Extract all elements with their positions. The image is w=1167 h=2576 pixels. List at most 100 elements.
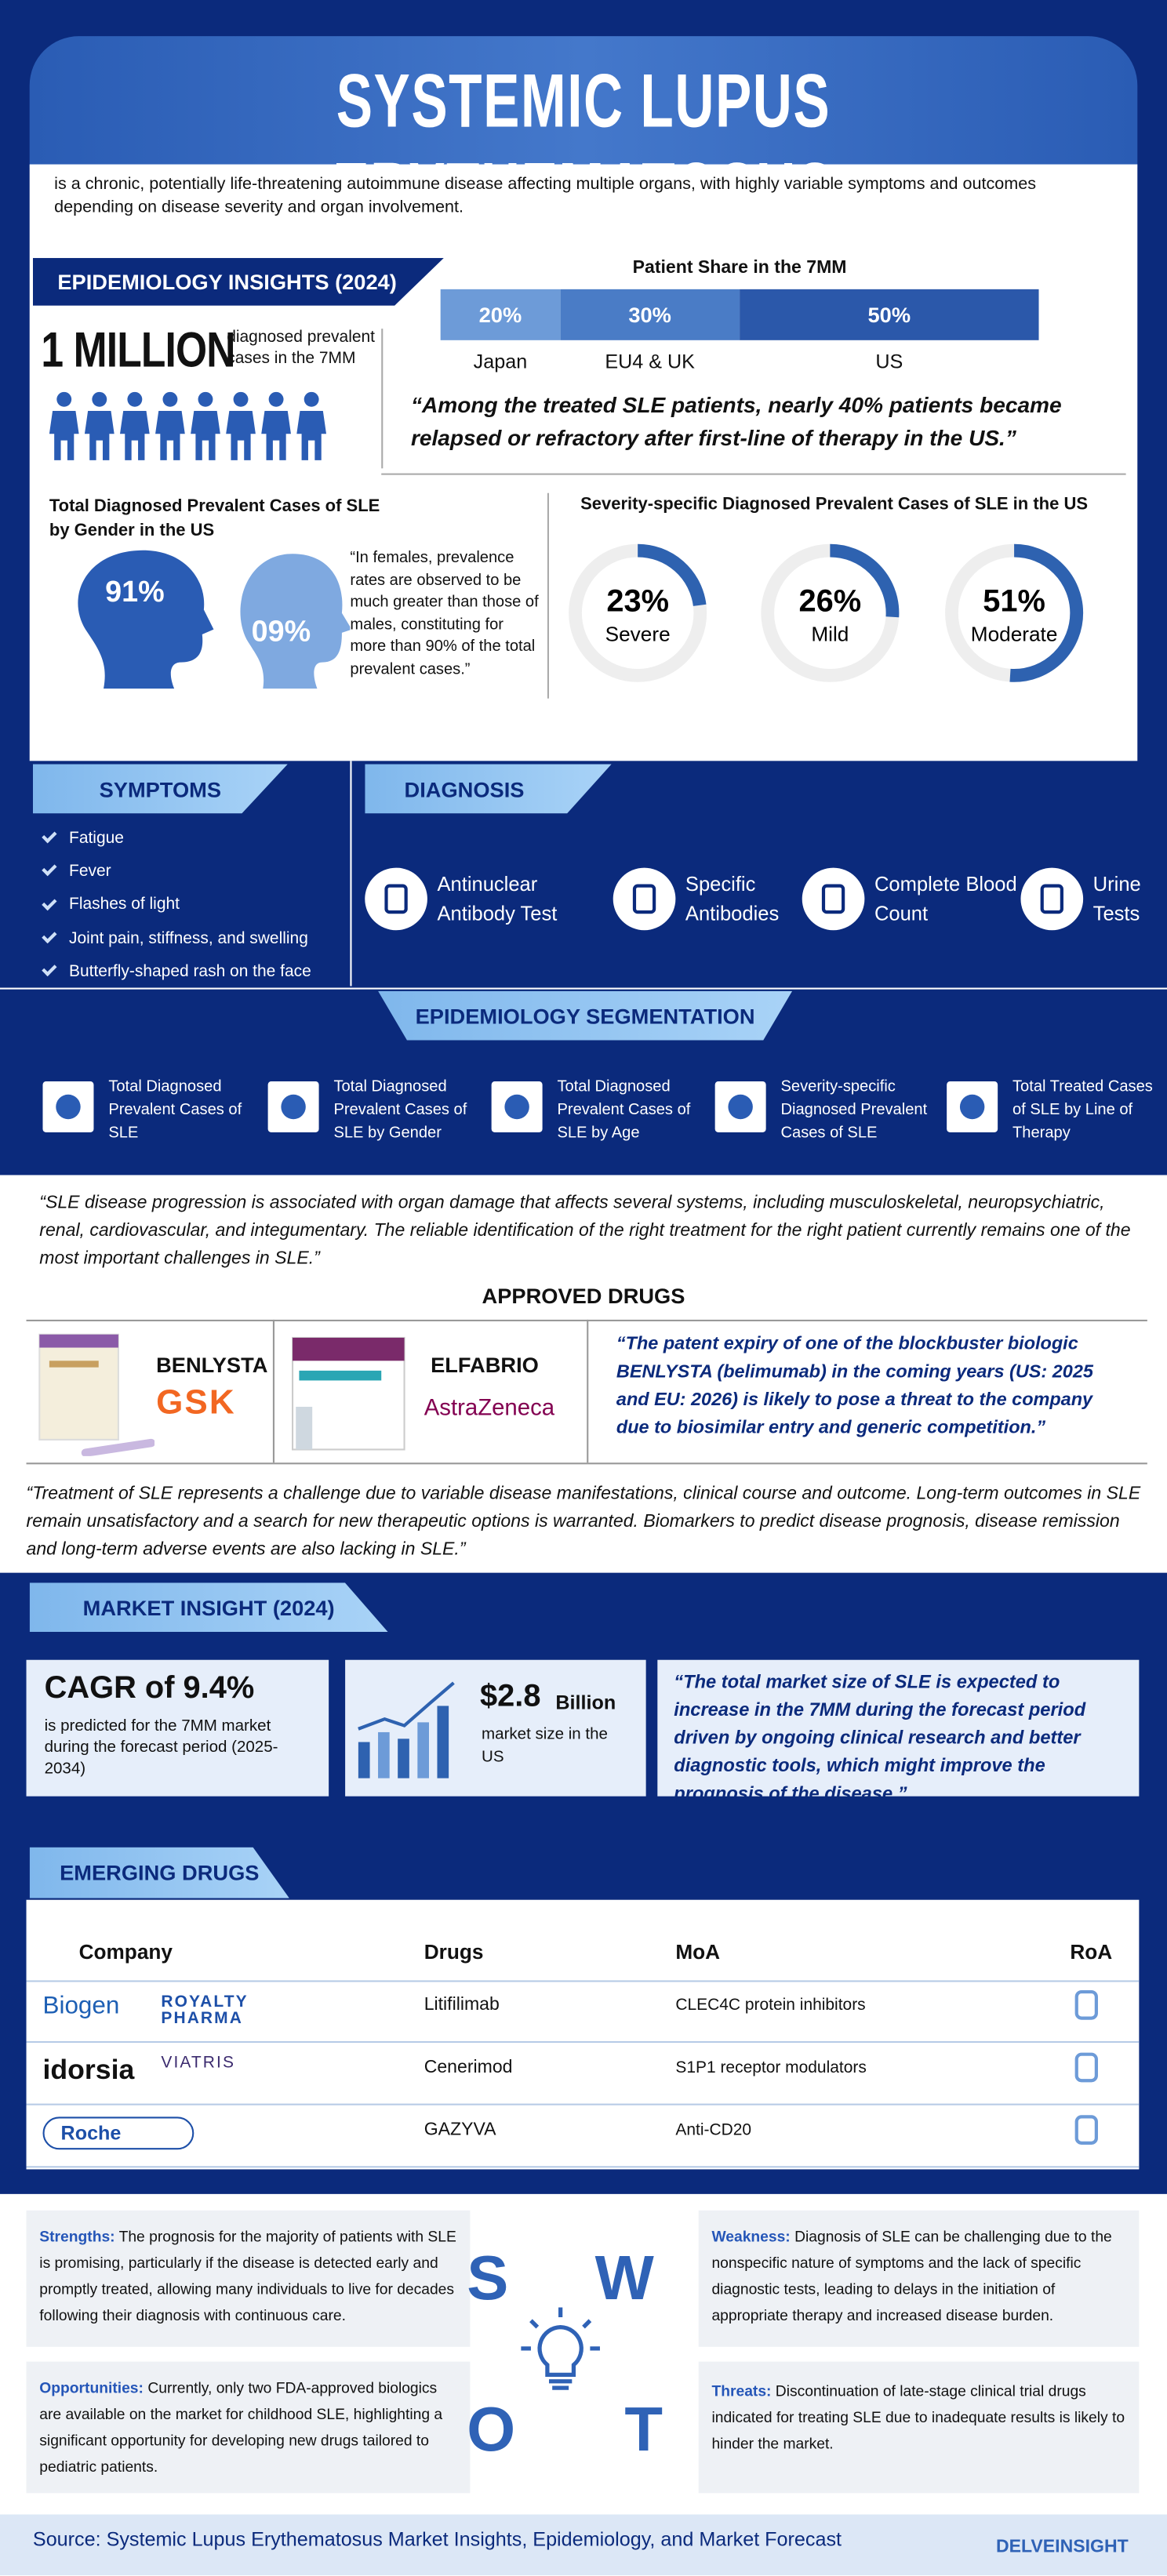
person-body bbox=[49, 410, 79, 460]
person-icon bbox=[226, 391, 256, 460]
symptom-text: Fever bbox=[69, 863, 111, 881]
ring-value: 51% bbox=[983, 584, 1045, 619]
person-body bbox=[155, 410, 185, 460]
company-logo: idorsia bbox=[42, 2054, 135, 2086]
swot-letter: O bbox=[467, 2396, 516, 2465]
rect bbox=[417, 1722, 429, 1778]
divider bbox=[381, 473, 1126, 475]
symptom-text: Fatigue bbox=[69, 829, 124, 848]
icon-glyph bbox=[384, 884, 408, 914]
symptoms-list: Fatigue Fever Flashes of light Joint pain, … bbox=[39, 822, 351, 989]
divider bbox=[0, 987, 1167, 990]
company-logo: GSK bbox=[156, 1383, 236, 1422]
severity-title: Severity-specific Diagnosed Prevalent Ca… bbox=[580, 494, 1089, 514]
row-divider bbox=[26, 2166, 1140, 2168]
swot-letter: S bbox=[467, 2244, 509, 2314]
elfabrio-pack bbox=[291, 1336, 405, 1451]
epi-heading: EPIDEMIOLOGY INSIGHTS (2024) bbox=[32, 258, 444, 306]
diagnosis-icon bbox=[613, 867, 676, 931]
rect bbox=[378, 1731, 390, 1778]
ring-arc bbox=[945, 543, 1084, 682]
big-number-caption: diagnosed prevalent cases in the 7MM bbox=[227, 329, 375, 369]
symptom: Flashes of light bbox=[39, 888, 351, 922]
swot-letter: T bbox=[624, 2396, 663, 2465]
icon-glyph bbox=[821, 884, 845, 914]
divider bbox=[547, 492, 549, 699]
path bbox=[81, 1438, 155, 1456]
share-label: 20% bbox=[478, 302, 522, 328]
symptom: Fever bbox=[39, 855, 351, 888]
swot-letter: W bbox=[594, 2244, 654, 2314]
swot-label: Threats: bbox=[711, 2382, 772, 2400]
size-box bbox=[345, 1659, 646, 1797]
rect bbox=[299, 1370, 382, 1381]
emerging-table: Company Drugs MoA RoA Biogen ROYALTY PHARMA Li… bbox=[26, 1899, 1140, 2170]
person-head bbox=[268, 391, 284, 407]
rect bbox=[293, 1337, 405, 1361]
patent-quote: “The patent expiry of one of the blockbu… bbox=[616, 1334, 1093, 1438]
segmentation-heading: EPIDEMIOLOGY SEGMENTATION bbox=[378, 990, 793, 1041]
symptom: Fatigue bbox=[39, 822, 351, 856]
female-share: 91% bbox=[105, 575, 165, 609]
rect bbox=[398, 1739, 409, 1778]
person-body bbox=[261, 410, 291, 460]
bulb-icon bbox=[521, 2307, 600, 2390]
divider bbox=[587, 1319, 589, 1463]
path bbox=[521, 2307, 600, 2351]
diagnosis-text: Urine Tests bbox=[1092, 872, 1141, 925]
strengths: Strengths: The prognosis for the majorit… bbox=[26, 2210, 471, 2347]
row-divider bbox=[26, 2103, 1140, 2105]
swot-text: Discontinuation of late-stage clinical t… bbox=[711, 2382, 1125, 2452]
share-label: 30% bbox=[628, 302, 671, 328]
symptom: Butterfly-shaped rash on the face bbox=[39, 955, 351, 989]
intro: is a chronic, potentially life-threateni… bbox=[54, 176, 1037, 217]
person-icon bbox=[261, 391, 291, 460]
drug-name: GAZYVA bbox=[424, 2120, 496, 2140]
cagr-note: is predicted for the 7MM market during t… bbox=[44, 1717, 278, 1778]
treatment-quote: “Treatment of SLE represents a challenge… bbox=[26, 1484, 1141, 1560]
diagnosis-icon bbox=[1020, 867, 1084, 931]
people-icons bbox=[49, 391, 327, 460]
market-heading: MARKET INSIGHT (2024) bbox=[29, 1582, 388, 1633]
diagnosis-heading: DIAGNOSIS bbox=[365, 764, 612, 814]
moa: CLEC4C protein inhibitors bbox=[675, 1996, 866, 2015]
threats: Threats: Discontinuation of late-stage c… bbox=[698, 2361, 1140, 2494]
person-head bbox=[198, 391, 213, 407]
diagnosis-list: Antinuclear Antibody Test Specific Antibo… bbox=[0, 864, 1167, 938]
emerging-heading: EMERGING DRUGS bbox=[29, 1847, 289, 1898]
person-head bbox=[92, 391, 107, 407]
company-logo: VIATRIS bbox=[161, 2054, 236, 2073]
segment-text: Total Diagnosed Prevalent Cases of SLE b… bbox=[333, 1077, 467, 1143]
diagnosis-icon bbox=[802, 867, 865, 931]
divider bbox=[272, 1319, 274, 1463]
growth-icon bbox=[358, 1681, 455, 1778]
market-quote: “The total market size of SLE is expecte… bbox=[674, 1673, 1086, 1805]
benlysta-pack bbox=[38, 1333, 155, 1456]
market-size: $2.8 bbox=[479, 1679, 541, 1714]
row-divider bbox=[26, 2040, 1140, 2044]
rect bbox=[358, 1742, 370, 1778]
swot-label: Weakness: bbox=[711, 2228, 791, 2245]
footer bbox=[0, 2514, 1167, 2576]
header-bar bbox=[29, 36, 1138, 168]
symptom: Joint pain, stiffness, and swelling bbox=[39, 921, 351, 955]
weakness: Weakness: Diagnosis of SLE can be challe… bbox=[698, 2210, 1140, 2347]
source: Source: Systemic Lupus Erythematosus Mar… bbox=[32, 2527, 842, 2551]
segment-text: Total Diagnosed Prevalent Cases of SLE b… bbox=[557, 1077, 691, 1143]
swot-label: Strengths: bbox=[39, 2228, 115, 2245]
g bbox=[521, 2307, 600, 2390]
roa-icon bbox=[1074, 2052, 1098, 2083]
moa: S1P1 receptor modulators bbox=[675, 2058, 867, 2078]
rect bbox=[296, 1406, 313, 1450]
symptom-text: Flashes of light bbox=[69, 896, 180, 914]
path bbox=[358, 1681, 455, 1731]
person-icon bbox=[84, 391, 115, 460]
check-icon bbox=[42, 828, 57, 844]
segment-icon bbox=[714, 1081, 766, 1132]
share-category: EU4 & UK bbox=[605, 350, 695, 373]
column-header: Company bbox=[78, 1941, 173, 1964]
rect bbox=[39, 1334, 118, 1348]
share-bar bbox=[440, 289, 561, 340]
